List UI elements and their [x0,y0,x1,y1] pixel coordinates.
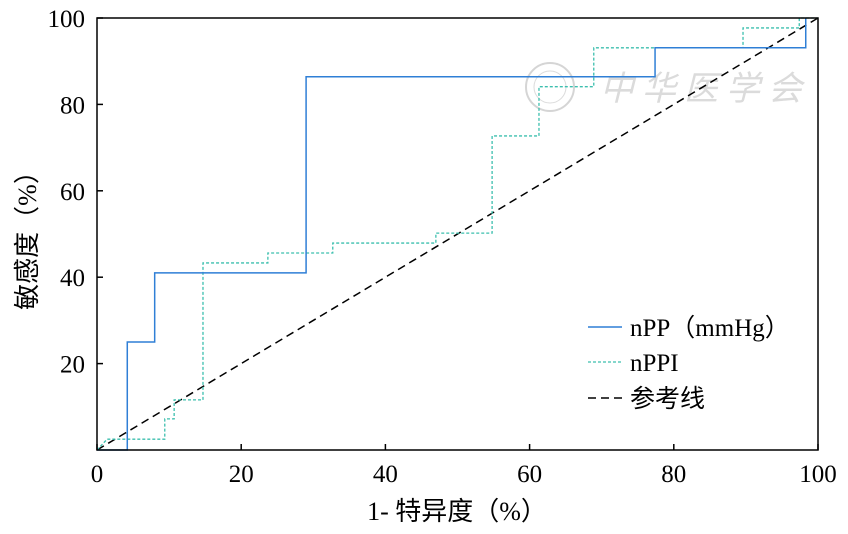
y-tick-label: 80 [60,92,85,119]
legend-label-npp: nPP（mmHg） [630,314,790,342]
plot-frame [96,17,819,451]
y-tick-label: 60 [60,179,85,206]
x-tick-label: 100 [799,461,837,488]
y-tick-label: 40 [60,265,85,292]
legend-label-nppi: nPPI [630,350,679,377]
x-tick-label: 20 [229,461,254,488]
x-tick-label: 0 [91,461,104,488]
y-axis-label: 敏感度（%） [13,158,42,310]
y-tick-label: 100 [48,6,86,33]
series-line-reference [96,17,819,451]
x-axis-label: 1- 特异度（%） [367,497,547,526]
watermark-logo: 中华医学会 [525,62,802,112]
legend-label-reference: 参考线 [630,385,705,413]
series-line-npp [97,18,807,451]
x-tick-label: 60 [517,461,542,488]
legend: nPP（mmHg） nPPI 参考线 [588,314,790,413]
x-tick-label: 80 [661,461,686,488]
y-tick-label: 20 [60,352,85,379]
x-tick-label: 40 [373,461,398,488]
